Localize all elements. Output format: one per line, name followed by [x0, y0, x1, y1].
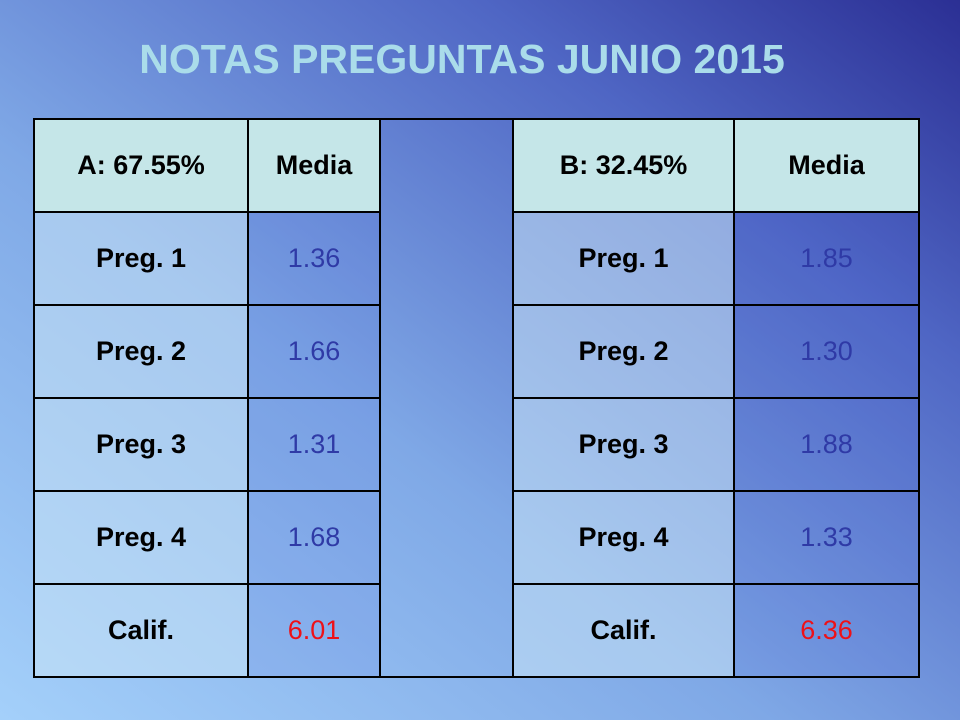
value-cell: 1.88	[733, 397, 920, 492]
label-cell: Preg. 3	[512, 397, 735, 492]
label-cell: Calif.	[33, 583, 249, 678]
value-cell: 1.85	[733, 211, 920, 306]
row: Preg. 1 1.36 Preg. 1 1.85	[33, 211, 920, 306]
title: NOTAS PREGUNTAS JUNIO 2015	[139, 36, 785, 82]
value-cell: 1.33	[733, 490, 920, 585]
value-cell: 1.66	[247, 304, 381, 399]
label-cell: Preg. 2	[512, 304, 735, 399]
label-cell: Preg. 3	[33, 397, 249, 492]
value-cell: 6.36	[733, 583, 920, 678]
label-cell: Calif.	[512, 583, 735, 678]
label-cell: Preg. 4	[512, 490, 735, 585]
header-cell: A: 67.55%	[33, 118, 249, 213]
label-cell: Preg. 1	[33, 211, 249, 306]
grades-table: A: 67.55% Media B: 32.45% Media Preg. 1 1.36 P…	[33, 118, 920, 678]
label-cell: Preg. 2	[33, 304, 249, 399]
label-cell: Preg. 4	[33, 490, 249, 585]
value-cell: 1.36	[247, 211, 381, 306]
row: Preg. 4 1.68 Preg. 4 1.33	[33, 490, 920, 585]
value-cell: 1.68	[247, 490, 381, 585]
header-cell: Media	[733, 118, 920, 213]
row: Preg. 2 1.66 Preg. 2 1.30	[33, 304, 920, 399]
header-cell: B: 32.45%	[512, 118, 735, 213]
label-cell: Preg. 1	[512, 211, 735, 306]
value-cell: 6.01	[247, 583, 381, 678]
row: Preg. 3 1.31 Preg. 3 1.88	[33, 397, 920, 492]
header-row: A: 67.55% Media B: 32.45% Media	[33, 118, 920, 678]
value-cell: 1.30	[733, 304, 920, 399]
row: Calif. 6.01 Calif. 6.36	[33, 583, 920, 678]
table-body: A: 67.55% Media B: 32.45% Media Preg. 1 1.36 P…	[33, 118, 920, 678]
value-cell: 1.31	[247, 397, 381, 492]
header-cell: Media	[247, 118, 381, 213]
spacer-cell	[379, 118, 514, 678]
